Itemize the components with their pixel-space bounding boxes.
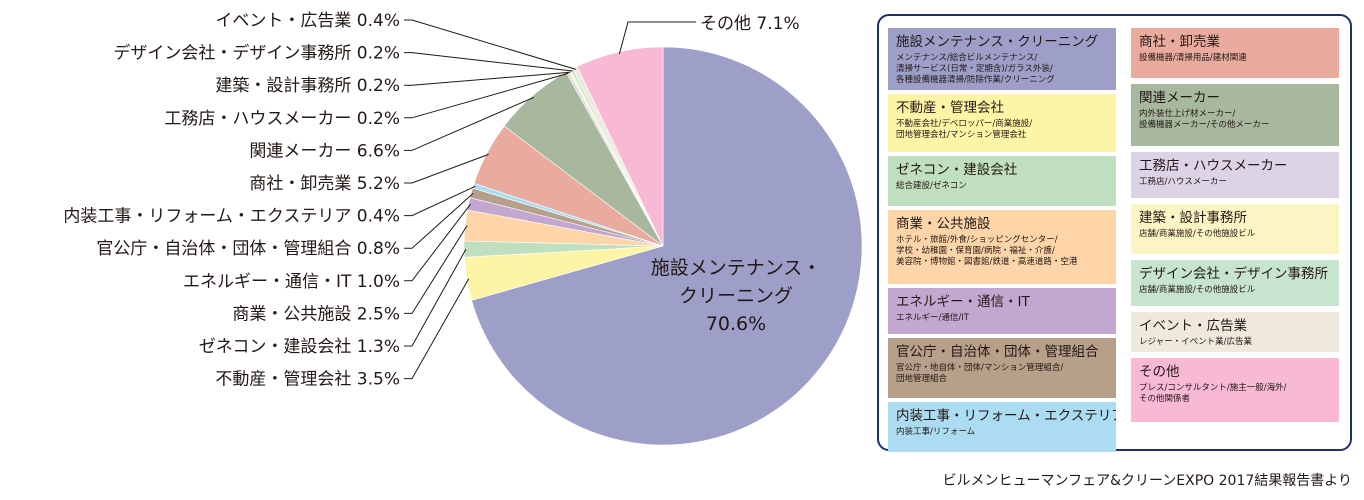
inside-label-line-1: クリーニング [679, 285, 793, 307]
legend-title: 建築・設計事務所 [1139, 210, 1247, 226]
legend-title: イベント・広告業 [1139, 318, 1247, 334]
slice-label-other: その他 7.1% [700, 14, 800, 34]
legend-item-right-5: イベント・広告業レジャー・イベント業/広告業 [1131, 312, 1339, 352]
legend-item-left-0: 施設メンテナンス・クリーニングメンテナンス/総合ビルメンテナンス/ 清掃サービス… [888, 28, 1116, 90]
leader-line-11 [404, 278, 470, 380]
legend-subtitle: エネルギー/通信/IT [896, 313, 969, 323]
legend-item-left-4: エネルギー・通信・IT エネルギー/通信/IT [888, 288, 1116, 334]
legend-item-left-6: 内装工事・リフォーム・エクステリア内装工事/リフォーム [888, 402, 1116, 452]
inside-label: 施設メンテナンス・クリーニング 70.6% [651, 257, 822, 335]
legend-item-right-2: 工務店・ハウスメーカー工務店/ハウスメーカー [1131, 152, 1339, 198]
pie-slices [463, 46, 863, 446]
pie-chart: イベント・広告業 0.4% デザイン会社・デザイン事務所 0.2% 建築・設計事務所… [63, 11, 863, 446]
slice-label-5: 商社・卸売業 5.2% [249, 174, 400, 194]
legend-title: デザイン会社・デザイン事務所 [1139, 266, 1328, 282]
legend-title: 商社・卸売業 [1139, 34, 1220, 50]
legend-subtitle: 店舗/商業施設/その他施設ビル [1139, 229, 1256, 239]
slice-label-4: 関連メーカー 6.6% [249, 141, 400, 161]
leader-line-10 [404, 248, 467, 347]
legend-item-left-1: 不動産・管理会社不動産会社/デベロッパー/商業施設/ 団地管理会社/マンション管… [888, 94, 1116, 152]
legend-title: 関連メーカー [1139, 90, 1220, 106]
legend-item-right-3: 建築・設計事務所店舗/商業施設/その他施設ビル [1131, 204, 1339, 254]
legend-box: 施設メンテナンス・クリーニングメンテナンス/総合ビルメンテナンス/ 清掃サービス… [877, 14, 1352, 452]
legend-subtitle: 官公庁・地自体・団体/マンション管理組合/ 団地管理組合 [896, 363, 1064, 384]
legend-title: その他 [1139, 364, 1180, 380]
slice-label-0: イベント・広告業 0.4% [215, 11, 400, 31]
leader-line-0 [404, 19, 576, 70]
slice-label-11: 不動産・管理会社 3.5% [215, 370, 400, 390]
slice-label-9: 商業・公共施設 2.5% [232, 304, 400, 324]
slice-label-1: デザイン会社・デザイン事務所 0.2% [113, 43, 400, 64]
legend-subtitle: 工務店/ハウスメーカー [1139, 177, 1227, 187]
leader-line-4 [404, 96, 534, 151]
pie-slice-0 [471, 46, 863, 446]
legend-subtitle: 内外装仕上げ材メーカー/ 設備機器メーカー/その他メーカー [1139, 109, 1270, 130]
slice-labels: イベント・広告業 0.4% デザイン会社・デザイン事務所 0.2% 建築・設計事務所… [63, 11, 799, 390]
legend-title: 施設メンテナンス・クリーニング [896, 34, 1099, 50]
leader-line-7 [404, 193, 474, 249]
leader-line-3 [404, 72, 569, 119]
pie-slice-13 [576, 46, 664, 247]
legend-subtitle: 設備機器/清掃用品/建材関連 [1139, 53, 1247, 63]
legend-item-right-4: デザイン会社・デザイン事務所店舗/商業施設/その他施設ビル [1131, 260, 1339, 306]
legend-title: ゼネコン・建設会社 [896, 162, 1018, 178]
leader-line-8 [404, 203, 471, 282]
legend-subtitle: メンテナンス/総合ビルメンテナンス/ 清掃サービス(日常・定期含)/ガラス外装/… [896, 53, 1055, 85]
legend-subtitle: 内装工事/リフォーム [896, 427, 976, 437]
legend-title: 官公庁・自治体・団体・管理組合 [896, 344, 1099, 360]
legend-subtitle: 総合建設/ゼネコン [896, 181, 967, 191]
legend-title: 工務店・ハウスメーカー [1139, 158, 1288, 174]
legend-item-right-0: 商社・卸売業設備機器/清掃用品/建材関連 [1131, 28, 1339, 78]
legend-subtitle: ホテル・旅館/外食/ショッピングセンター/ 学校・幼稚園・保育園/病院・福祉・介… [896, 235, 1078, 267]
legend-subtitle: レジャー・イベント業/広告業 [1139, 337, 1252, 347]
leader-line-2 [404, 71, 571, 86]
leader-line-other [618, 21, 696, 55]
legend-title: 商業・公共施設 [896, 216, 991, 232]
legend-title: 不動産・管理会社 [896, 100, 1004, 116]
leader-line-6 [404, 185, 476, 217]
legend-title: 内装工事・リフォーム・エクステリア [896, 408, 1116, 424]
inside-label-line-2: 70.6% [706, 313, 766, 335]
legend-item-right-1: 関連メーカー内外装仕上げ材メーカー/ 設備機器メーカー/その他メーカー [1131, 84, 1339, 146]
leader-line-1 [404, 52, 573, 72]
legend-title: エネルギー・通信・IT [896, 294, 1030, 310]
legend-item-left-2: ゼネコン・建設会社総合建設/ゼネコン [888, 156, 1116, 206]
slice-label-6: 内装工事・リフォーム・エクステリア 0.4% [63, 207, 400, 227]
slice-label-7: 官公庁・自治体・団体・管理組合 0.8% [96, 239, 400, 259]
slice-label-3: 工務店・ハウスメーカー 0.2% [164, 109, 400, 129]
legend-subtitle: プレス/コンサルタント/施主一般/海外/ その他関係者 [1139, 383, 1287, 404]
inside-label-line-0: 施設メンテナンス・ [651, 257, 822, 279]
legend-subtitle: 店舗/商業施設/その他施設ビル [1139, 285, 1256, 295]
slice-label-8: エネルギー・通信・IT 1.0% [183, 272, 400, 292]
legend-item-left-5: 官公庁・自治体・団体・管理組合官公庁・地自体・団体/マンション管理組合/ 団地管… [888, 338, 1116, 398]
source-note: ビルメンヒューマンフェア&クリーンEXPO 2017結果報告書より [942, 473, 1353, 489]
slice-label-10: ゼネコン・建設会社 1.3% [199, 337, 400, 357]
legend-item-right-6: その他プレス/コンサルタント/施主一般/海外/ その他関係者 [1131, 358, 1339, 422]
leader-lines [404, 19, 696, 380]
leader-line-9 [404, 225, 468, 314]
leader-line-5 [404, 153, 489, 184]
legend-subtitle: 不動産会社/デベロッパー/商業施設/ 団地管理会社/マンション管理会社 [896, 119, 1033, 140]
slice-label-2: 建築・設計事務所 0.2% [215, 76, 400, 96]
legend-item-left-3: 商業・公共施設ホテル・旅館/外食/ショッピングセンター/ 学校・幼稚園・保育園/… [888, 210, 1116, 284]
